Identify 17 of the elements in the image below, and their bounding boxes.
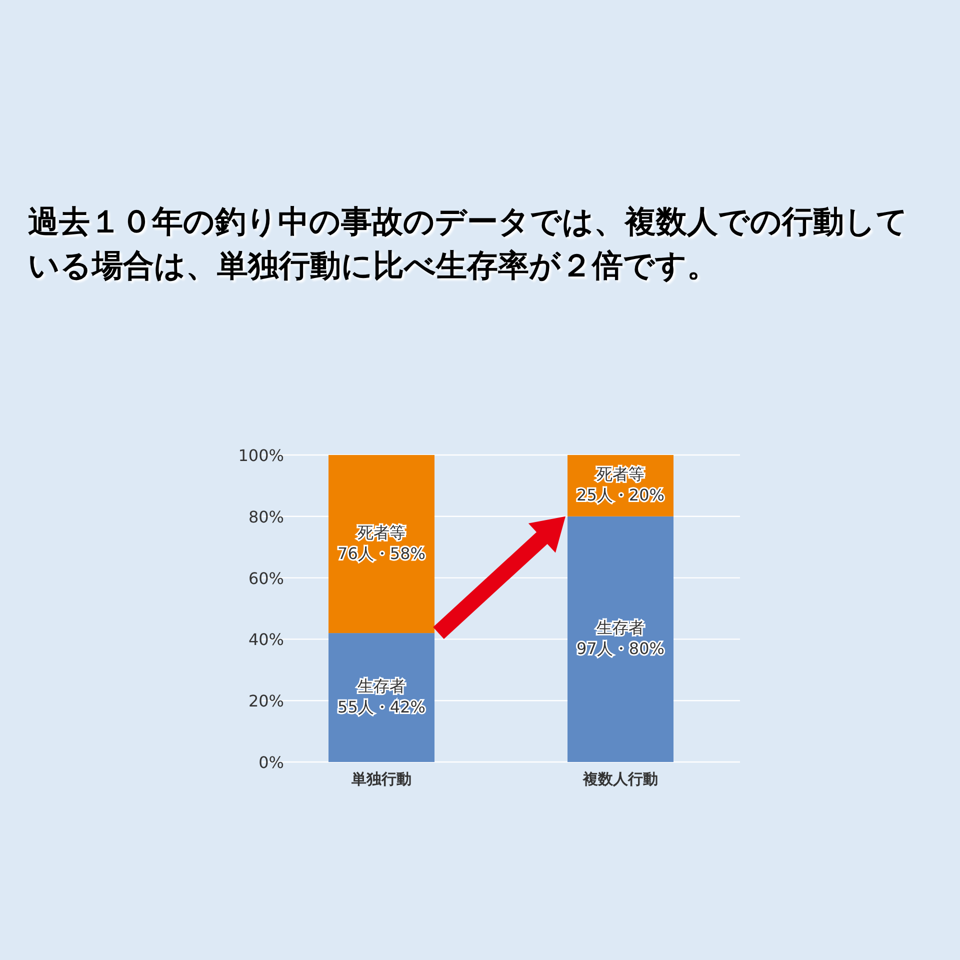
series-label: 生存者: [358, 676, 406, 696]
y-tick-label: 40%: [248, 630, 284, 650]
text: 生存者: [596, 618, 644, 638]
text: 死者等: [358, 523, 406, 542]
x-tick-label: 単独行動: [350, 770, 412, 788]
y-tick-label: 100%: [238, 446, 284, 465]
y-tick-label: 20%: [248, 692, 284, 711]
y-tick-label: 80%: [248, 507, 284, 526]
data-label: 97人・80%: [576, 639, 664, 658]
data-label: 55人・42%: [338, 698, 426, 717]
series-label: 死者等: [596, 464, 644, 484]
y-tick-label: 0%: [258, 753, 284, 772]
data-label: 76人・58%: [338, 544, 426, 564]
data-label: 25人・20%: [576, 486, 664, 505]
x-tick-label: 複数人行動: [582, 770, 658, 788]
title: 過去１０年の釣り中の事故のデータでは、複数人での行動している場合は、単独行動に比べ生存率が２倍です。: [28, 203, 909, 286]
y-tick-label: 60%: [248, 568, 284, 588]
